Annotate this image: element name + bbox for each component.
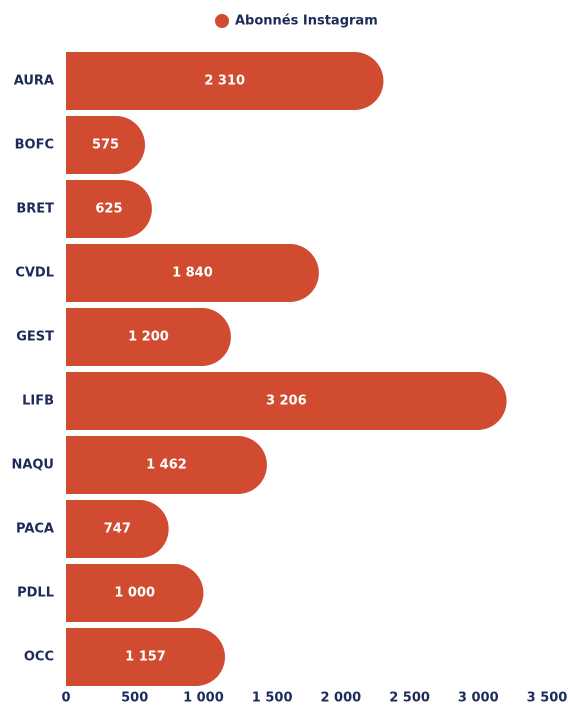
bar <box>66 308 231 366</box>
x-tick-label: 3 500 <box>527 691 568 706</box>
value-label: 3 206 <box>266 394 307 409</box>
y-tick-label: PDLL <box>17 586 54 601</box>
value-label: 747 <box>104 522 131 537</box>
bar <box>66 180 152 238</box>
bar <box>66 628 226 686</box>
bar <box>66 244 319 302</box>
x-tick-label: 0 <box>61 691 70 706</box>
y-tick-label: CVDL <box>15 266 54 281</box>
legend-swatch <box>215 14 229 28</box>
y-tick-label: PACA <box>16 522 54 537</box>
bar <box>66 436 267 494</box>
value-label: 1 000 <box>114 586 155 601</box>
bar <box>66 372 507 430</box>
value-label: 1 840 <box>172 266 213 281</box>
value-label: 575 <box>92 138 119 153</box>
bar <box>66 564 204 622</box>
x-tick-label: 1 500 <box>252 691 293 706</box>
x-tick-label: 3 000 <box>458 691 499 706</box>
bar <box>66 500 169 558</box>
x-tick-label: 500 <box>121 691 148 706</box>
value-label: 625 <box>95 202 122 217</box>
y-tick-label: NAQU <box>11 458 54 473</box>
y-tick-label: LIFB <box>22 394 54 409</box>
y-tick-label: BRET <box>16 202 54 217</box>
value-label: 2 310 <box>204 74 245 89</box>
y-tick-label: BOFC <box>15 138 54 153</box>
y-tick-label: AURA <box>14 74 54 89</box>
value-label: 1 200 <box>128 330 169 345</box>
value-label: 1 462 <box>146 458 187 473</box>
bar <box>66 52 384 110</box>
x-tick-label: 2 500 <box>389 691 430 706</box>
legend-label: Abonnés Instagram <box>235 14 378 29</box>
y-tick-label: GEST <box>16 330 54 345</box>
value-label: 1 157 <box>125 650 166 665</box>
x-tick-label: 2 000 <box>320 691 361 706</box>
y-tick-label: OCC <box>24 650 54 665</box>
x-tick-label: 1 000 <box>183 691 224 706</box>
bar <box>66 116 146 174</box>
